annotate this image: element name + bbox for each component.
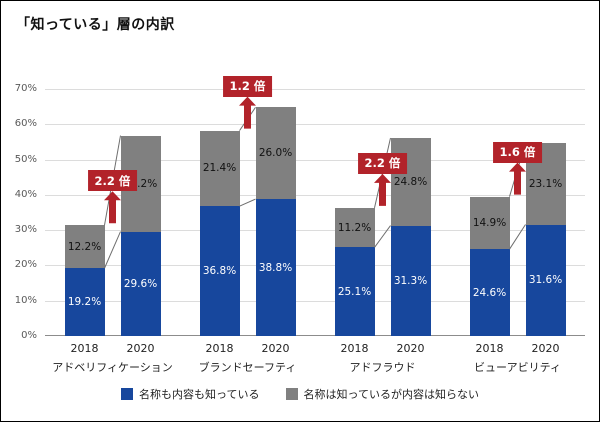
gridline — [45, 124, 585, 126]
bar-segment-know-name-only: 21.4% — [199, 130, 240, 207]
bar-segment-know-name-only: 14.9% — [469, 196, 510, 250]
ratio-badge: 2.2 倍 — [87, 170, 138, 192]
group-label: ブランドセーフティ — [198, 361, 297, 374]
gridline — [45, 300, 585, 302]
ratio-badge: 2.2 倍 — [357, 152, 408, 174]
y-axis-label: 60% — [14, 118, 37, 130]
gridline — [45, 194, 585, 196]
bar-value-label: 12.2% — [67, 240, 102, 253]
bar-segment-know-name-only: 26.0% — [255, 107, 296, 200]
bar-year-label: 2018 — [70, 342, 99, 355]
bar-value-label: 38.8% — [258, 261, 293, 274]
bar-value-label: 11.2% — [337, 221, 372, 234]
bar-segment-know-name-only: 24.8% — [390, 138, 431, 226]
group-label: アドベリフィケーション — [52, 361, 173, 374]
bar-segment-know-both: 36.8% — [199, 206, 240, 336]
group-label: アドフラウド — [349, 361, 416, 374]
y-axis-label: 70% — [14, 83, 37, 94]
x-axis-line — [45, 335, 585, 336]
bar-segment-know-both: 25.1% — [334, 247, 375, 336]
gridline — [45, 265, 585, 267]
bar-segment-know-both: 24.6% — [469, 249, 510, 336]
ratio-badge: 1.6 倍 — [492, 141, 543, 163]
legend: 名称も内容も知っている 名称は知っているが内容は知らない — [1, 386, 599, 402]
gridline — [45, 230, 585, 232]
y-axis-label: 20% — [14, 259, 37, 271]
y-axis-label: 10% — [14, 294, 37, 306]
bar-value-label: 24.6% — [472, 286, 507, 299]
bar-value-label: 23.1% — [528, 177, 563, 190]
bar-segment-know-name-only: 12.2% — [64, 225, 105, 269]
bar-value-label: 25.1% — [337, 285, 372, 298]
bar-year-label: 2018 — [475, 342, 504, 355]
stacked-bar-g2-2020: 31.3% 24.8% — [390, 89, 431, 336]
bar-segment-know-both: 29.6% — [120, 231, 161, 336]
bar-segment-know-name-only: 23.1% — [525, 143, 566, 225]
legend-swatch-gray — [285, 388, 298, 400]
y-axis-label: 0% — [21, 330, 37, 341]
legend-item-know-name-only: 名称は知っているが内容は知らない — [285, 386, 479, 402]
bar-year-label: 2020 — [396, 342, 425, 355]
ratio-badge: 1.2 倍 — [222, 75, 273, 97]
legend-label-know-name-only: 名称は知っているが内容は知らない — [303, 388, 479, 401]
stacked-bar-g1-2020: 38.8% 26.0% — [255, 89, 296, 336]
bar-segment-know-both: 31.3% — [390, 225, 431, 336]
bar-year-label: 2018 — [340, 342, 369, 355]
y-axis-label: 50% — [14, 153, 37, 165]
stacked-bar-g1-2018: 36.8% 21.4% — [199, 89, 240, 336]
bar-value-label: 14.9% — [472, 216, 507, 229]
bar-value-label: 19.2% — [67, 296, 102, 309]
chart-title: 「知っている」層の内訳 — [16, 17, 175, 33]
bar-value-label: 31.3% — [393, 274, 428, 287]
bar-value-label: 24.8% — [393, 175, 428, 188]
bar-value-label: 31.6% — [528, 274, 563, 287]
bar-year-label: 2020 — [126, 342, 155, 355]
bar-year-label: 2020 — [261, 342, 290, 355]
bar-year-label: 2018 — [205, 342, 234, 355]
bar-segment-know-both: 31.6% — [525, 224, 566, 336]
bar-year-label: 2020 — [531, 342, 560, 355]
group-label: ビューアビリティ — [474, 361, 561, 374]
stacked-bar-g0-2018: 19.2% 12.2% — [64, 89, 105, 336]
stacked-bar-g0-2020: 29.6% 27.2% — [120, 89, 161, 336]
bar-segment-know-both: 19.2% — [64, 268, 105, 336]
bar-value-label: 21.4% — [202, 162, 237, 175]
bar-segment-know-both: 38.8% — [255, 199, 296, 336]
stacked-bar-g3-2018: 24.6% 14.9% — [469, 89, 510, 336]
legend-item-know-both: 名称も内容も知っている — [121, 386, 260, 402]
bar-value-label: 29.6% — [123, 277, 158, 290]
legend-swatch-blue — [121, 388, 134, 400]
y-axis-label: 30% — [14, 224, 37, 236]
gridline — [45, 89, 585, 90]
plot-area: 19.2% 12.2% 2018 29.6% 27.2% 2020 アドベリフィケーション 3… — [45, 89, 585, 374]
legend-label-know-both: 名称も内容も知っている — [139, 388, 260, 401]
y-axis-label: 40% — [14, 188, 37, 200]
gridline — [45, 159, 585, 161]
bar-value-label: 36.8% — [202, 265, 237, 278]
bar-value-label: 26.0% — [258, 147, 293, 160]
stacked-bar-g2-2018: 25.1% 11.2% — [334, 89, 375, 336]
bar-segment-know-name-only: 11.2% — [334, 207, 375, 248]
stacked-bar-g3-2020: 31.6% 23.1% — [525, 89, 566, 336]
